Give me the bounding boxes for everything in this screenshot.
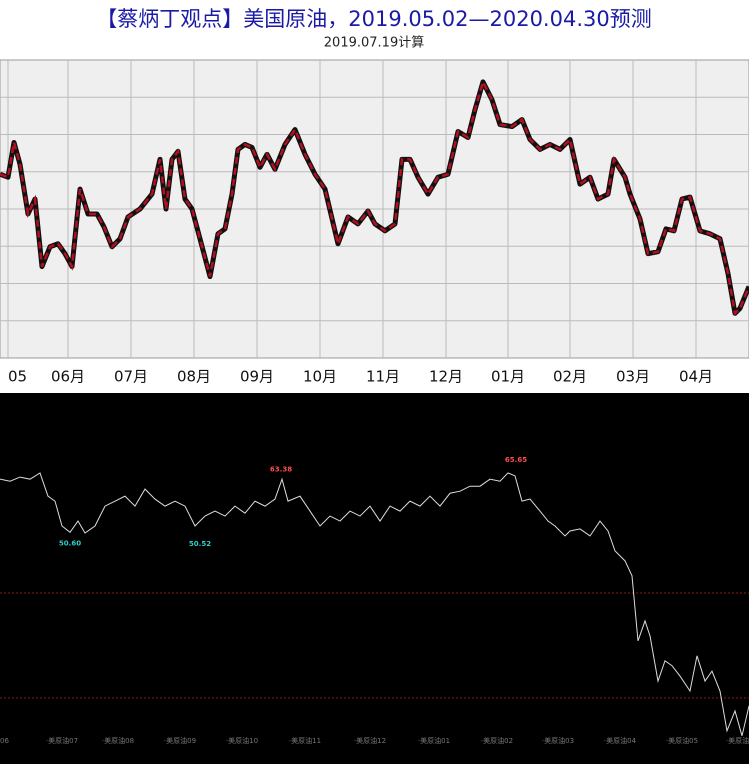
x-tick-label: 04月 [679,368,713,386]
bottom-background [0,393,749,764]
data-line [0,78,749,316]
x-tick-label: ·美原油12 [354,736,386,745]
x-tick-label: 09月 [240,368,274,386]
x-tick-label: 10月 [303,368,337,386]
x-tick-label: ·美原油10 [226,736,258,745]
value-label: 65.65 [505,456,527,464]
x-tick-label: ·美原油01 [418,736,450,745]
value-label: 50.52 [189,540,211,548]
x-tick-label: 02月 [553,368,587,386]
value-label: 63.38 [270,465,292,473]
x-tick-label: 12月 [429,368,463,386]
value-label: 50.60 [59,539,81,547]
x-tick-label: ·美原油07 [46,736,78,745]
x-tick-label: ·美原油05 [666,736,698,745]
x-tick-label: 08月 [177,368,211,386]
x-tick-label: ·美原油04 [604,736,637,745]
x-tick-label: 05 [8,368,27,386]
x-tick-label: 03月 [616,368,650,386]
x-tick-label: ·美原油03 [542,736,574,745]
x-tick-label: 06 [0,737,9,745]
data-line [0,472,749,736]
x-tick-label: ·美原油08 [102,736,134,745]
x-tick-label: ·美原油02 [481,736,513,745]
x-tick-label: ·美原油09 [164,736,196,745]
x-tick-label: 07月 [114,368,148,386]
chart-title: 【蔡炳丁观点】美国原油，2019.05.02—2020.04.30预测 [96,7,651,31]
x-tick-label: 01月 [491,368,525,386]
chart-subtitle: 2019.07.19计算 [324,36,424,51]
x-tick-label: 11月 [366,368,400,386]
x-tick-label: ·美原油11 [289,736,321,745]
x-tick-label: 06月 [51,368,85,386]
x-tick-label: ·美原油06 [726,736,749,745]
